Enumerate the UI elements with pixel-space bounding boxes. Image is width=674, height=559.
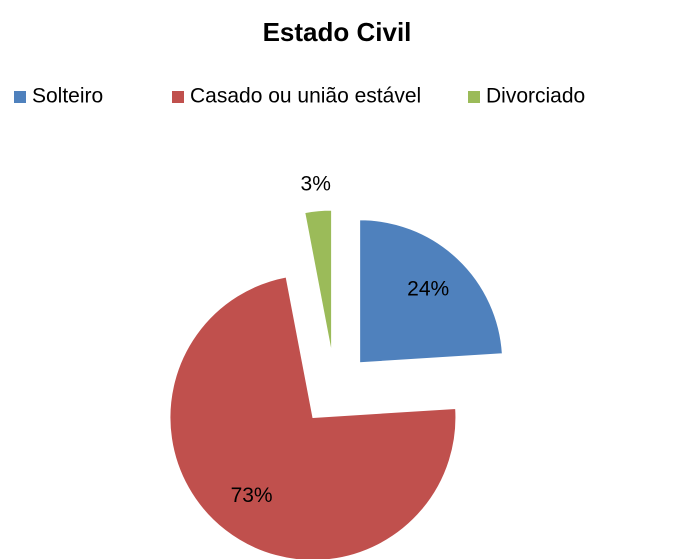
data-label: 3% [301,173,331,196]
legend-label: Divorciado [486,85,585,108]
legend-label: Casado ou união estável [190,85,421,108]
pie-slice [359,219,503,364]
data-label: 73% [231,484,273,507]
pie-slice [304,209,333,354]
legend-swatch [468,91,480,103]
data-label: 24% [407,277,449,300]
legend-swatch [172,91,184,103]
pie-slice [169,276,457,559]
chart-title: Estado Civil [263,17,412,47]
legend-label: Solteiro [32,85,103,108]
legend-swatch [14,91,26,103]
